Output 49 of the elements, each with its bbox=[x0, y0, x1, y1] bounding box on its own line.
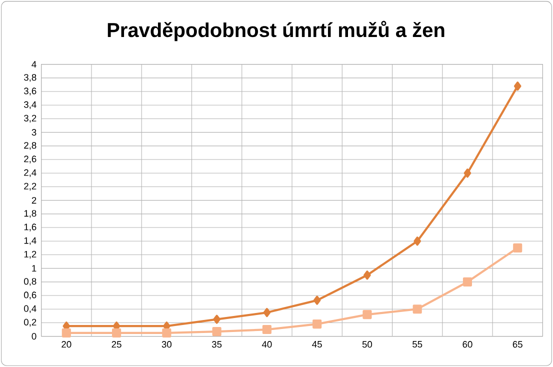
y-tick-label: 1 bbox=[32, 265, 36, 272]
y-tick-label: 1,4 bbox=[24, 237, 36, 245]
point bbox=[414, 236, 422, 246]
point bbox=[513, 243, 522, 252]
point bbox=[514, 82, 522, 91]
y-tick-label: 3,6 bbox=[24, 88, 36, 96]
x-tick-label: 55 bbox=[412, 341, 422, 348]
y-tick-label: 3,8 bbox=[24, 74, 36, 82]
x-tick-label: 40 bbox=[262, 341, 272, 348]
y-tick-label: 0,4 bbox=[24, 305, 36, 313]
point bbox=[364, 270, 371, 280]
point bbox=[313, 296, 321, 305]
point bbox=[212, 327, 222, 336]
x-tick-label: 25 bbox=[112, 341, 122, 348]
y-tick-label: 1,2 bbox=[24, 250, 36, 259]
y-tick-label: 2,6 bbox=[24, 156, 36, 164]
point bbox=[412, 304, 422, 314]
point bbox=[362, 310, 372, 320]
point bbox=[162, 328, 172, 338]
point bbox=[62, 328, 71, 338]
chart-title: Pravděpodobnost úmrtí mužů a žen bbox=[108, 20, 444, 42]
point bbox=[464, 168, 472, 178]
point bbox=[462, 277, 472, 286]
x-tick-label: 50 bbox=[362, 341, 372, 348]
y-tick-label: 2,4 bbox=[24, 169, 36, 177]
y-tick-label: 0,6 bbox=[24, 292, 36, 300]
x-tick-label: 60 bbox=[462, 341, 472, 348]
y-tick-label: 2,8 bbox=[24, 142, 36, 150]
point bbox=[112, 328, 122, 338]
y-tick-label: 1,6 bbox=[24, 224, 36, 232]
y-tick-label: 0 bbox=[32, 333, 36, 340]
x-tick-label: 65 bbox=[512, 341, 522, 348]
y-tick-label: 2,2 bbox=[24, 182, 36, 191]
y-tick-label: 2 bbox=[32, 197, 36, 204]
x-tick-label: 45 bbox=[312, 341, 322, 348]
y-tick-label: 0,8 bbox=[24, 278, 36, 286]
y-tick-label: 1,8 bbox=[24, 210, 36, 218]
x-tick-label: 30 bbox=[162, 341, 172, 348]
y-tick-label: 0,2 bbox=[24, 318, 36, 327]
y-tick-label: 4 bbox=[32, 61, 36, 68]
point bbox=[263, 308, 271, 318]
x-tick-label: 35 bbox=[212, 341, 222, 348]
y-tick-label: 3 bbox=[32, 129, 36, 136]
x-tick-label: 20 bbox=[62, 341, 72, 348]
point bbox=[262, 324, 272, 334]
y-tick-label: 3,4 bbox=[24, 101, 36, 109]
point bbox=[312, 320, 322, 329]
y-tick-label: 3,2 bbox=[24, 114, 36, 123]
point bbox=[213, 314, 220, 324]
